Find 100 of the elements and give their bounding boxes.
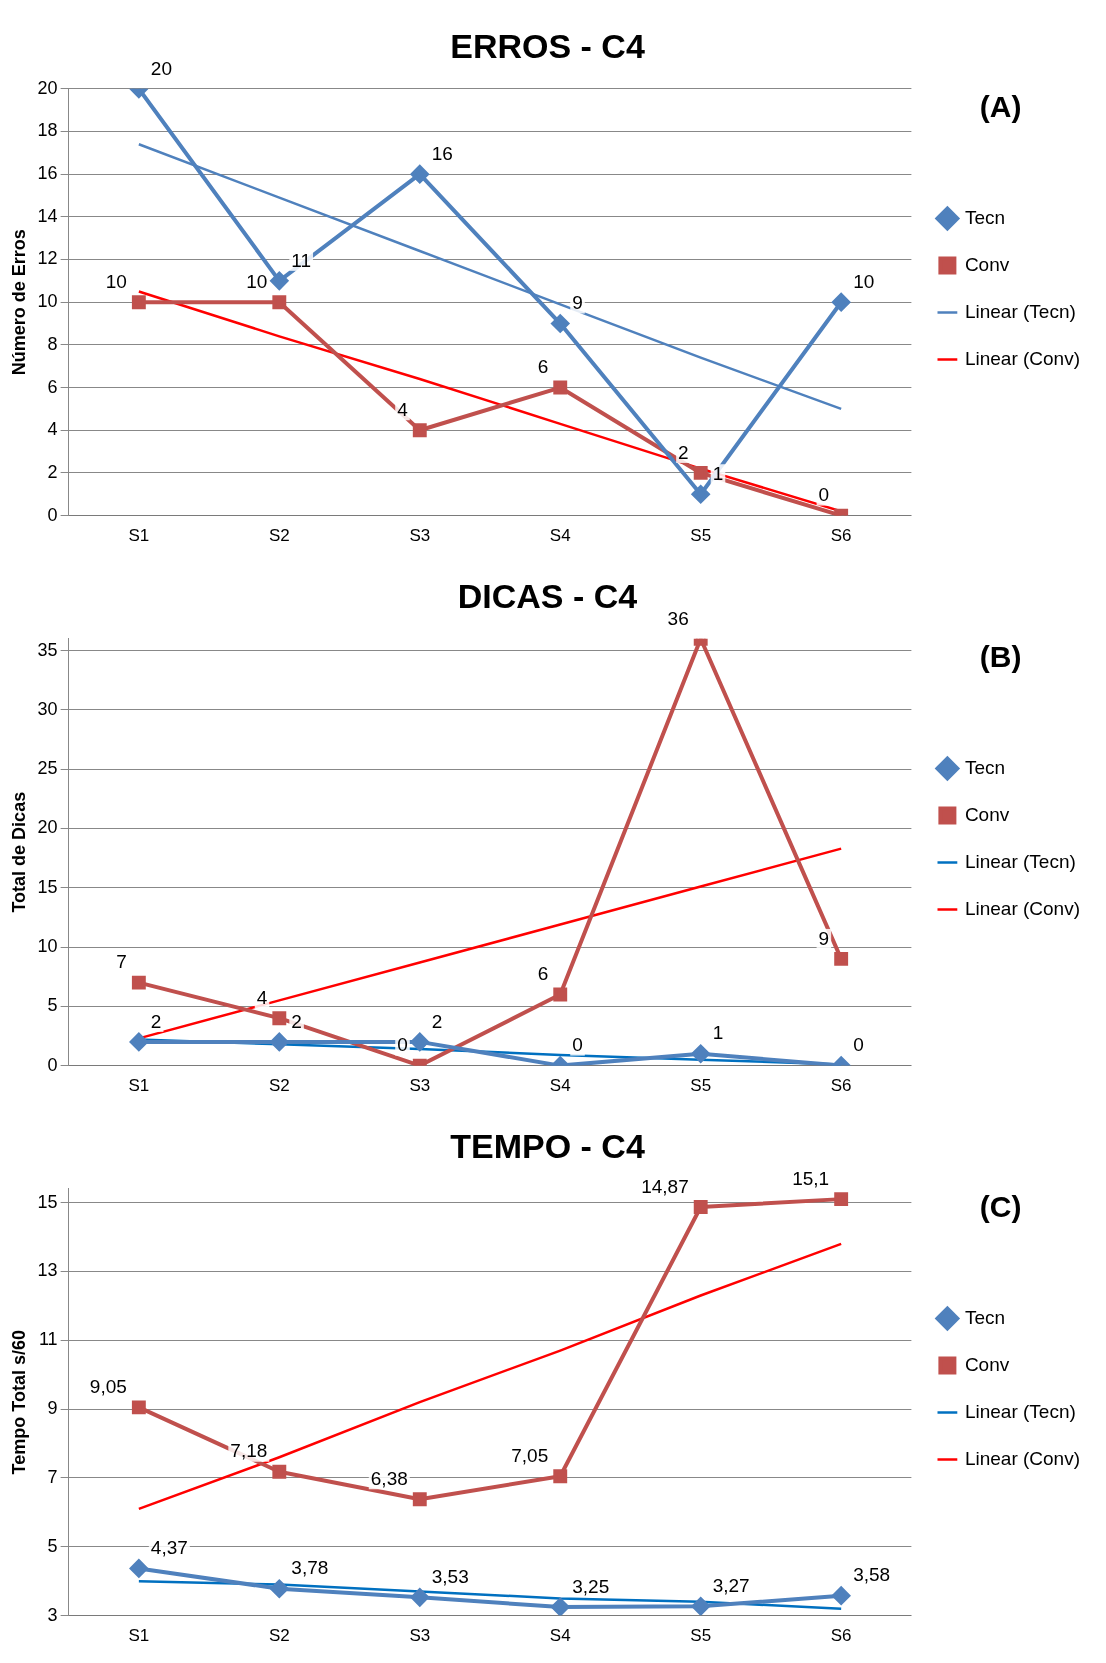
point (410, 165, 429, 184)
data-label: 4 (256, 986, 268, 1008)
data-label: 10 (246, 270, 268, 292)
data-label: 4,37 (150, 1537, 188, 1559)
data-label: 2 (431, 1010, 443, 1032)
point (129, 1032, 148, 1051)
text: (A) (979, 90, 1022, 124)
y-tick-label: 2 (47, 461, 58, 482)
x-tick-label: S4 (549, 1626, 571, 1646)
chart-title: TEMPO - C4 (450, 1126, 645, 1165)
y-tick-label: 0 (47, 1054, 58, 1075)
legend-label: Conv (964, 253, 1010, 275)
data-label: 6 (537, 356, 549, 378)
legend-label: Tecn (964, 756, 1006, 778)
point (410, 1032, 429, 1051)
data-label: 10 (105, 270, 127, 292)
x-tick-label: S6 (830, 1076, 852, 1096)
y-tick-label: 10 (37, 291, 58, 312)
x-tick-label: S1 (128, 1626, 150, 1646)
x-tick-label: S5 (690, 1626, 712, 1646)
data-label: 36 (667, 607, 689, 629)
data-label: 9 (818, 927, 830, 949)
y-axis-title: Número de Erros (8, 229, 29, 376)
y-tick-label: 13 (37, 1260, 58, 1281)
legend-label: Linear (Tecn) (964, 850, 1076, 872)
point (131, 975, 146, 990)
y-tick-label: 11 (38, 1329, 58, 1350)
y-tick-label: 35 (37, 639, 58, 660)
data-label: 3,25 (572, 1575, 610, 1597)
x-tick-label: S4 (549, 526, 571, 546)
y-tick-label: 10 (37, 936, 58, 957)
x-tick-label: S6 (830, 1626, 852, 1646)
legend-label: Conv (964, 803, 1010, 825)
y-tick-label: 4 (47, 419, 58, 440)
x-tick-label: S1 (128, 1076, 150, 1096)
point (131, 295, 146, 310)
legend-label: Linear (Tecn) (964, 1400, 1076, 1422)
data-label: 11 (291, 249, 312, 271)
x-tick-label: S5 (690, 1076, 712, 1096)
legend-label: Linear (Conv) (964, 897, 1081, 919)
data-label: 3,78 (291, 1557, 329, 1579)
data-label: 20 (150, 57, 172, 79)
point (272, 1011, 287, 1026)
point (832, 293, 851, 312)
point (131, 1400, 146, 1415)
data-label: 7 (116, 951, 127, 973)
y-tick-label: 5 (47, 995, 58, 1016)
y-tick-label: 3 (47, 1604, 58, 1625)
point (834, 1192, 849, 1207)
point (410, 1588, 429, 1607)
y-tick-label: 18 (37, 120, 58, 141)
x-tick-label: S3 (409, 1626, 431, 1646)
x-tick-label: S6 (830, 526, 852, 546)
y-tick-label: 16 (37, 163, 58, 184)
data-label: 1 (712, 462, 724, 484)
text: (B) (979, 640, 1022, 674)
data-label: 6,38 (370, 1468, 408, 1489)
point (129, 1559, 148, 1578)
text: (C) (979, 1190, 1022, 1224)
chart-title: ERROS - C4 (450, 26, 645, 65)
data-label: 4 (397, 398, 409, 420)
y-tick-label: 25 (37, 758, 58, 779)
data-label: 2 (150, 1010, 162, 1032)
point (270, 1579, 289, 1598)
data-label: 16 (431, 142, 453, 164)
data-label: 0 (853, 1034, 864, 1056)
x-tick-label: S3 (409, 526, 431, 546)
y-tick-label: 15 (37, 1191, 58, 1212)
x-tick-label: S3 (409, 1076, 431, 1096)
y-tick-label: 30 (37, 698, 58, 719)
point (272, 295, 287, 310)
legend-label: Linear (Conv) (964, 347, 1081, 369)
point (691, 1044, 710, 1063)
x-tick-label: S2 (268, 1076, 290, 1096)
legend-label: Tecn (964, 206, 1006, 228)
data-label: 2 (291, 1010, 302, 1032)
data-label: 9 (572, 292, 583, 314)
point (412, 1492, 427, 1507)
point (270, 271, 289, 290)
point (272, 1464, 287, 1479)
chart-title: DICAS - C4 (457, 576, 638, 615)
data-label: 3,58 (853, 1564, 891, 1586)
y-tick-label: 0 (47, 504, 58, 525)
data-label: 1 (712, 1022, 724, 1044)
data-label: 15,1 (792, 1167, 830, 1189)
x-tick-label: S2 (268, 1626, 290, 1646)
data-label: 14,87 (641, 1175, 689, 1197)
data-label: 7,05 (511, 1444, 549, 1466)
legend-label: Conv (964, 1353, 1010, 1375)
data-label: 0 (572, 1034, 583, 1056)
data-label: 2 (678, 441, 689, 463)
x-tick-label: S4 (549, 1076, 571, 1096)
y-axis-title: Total de Dicas (8, 791, 29, 913)
data-label: 6 (537, 963, 549, 985)
data-label: 0 (818, 484, 830, 506)
x-tick-label: S1 (128, 526, 150, 546)
legend-label: Linear (Tecn) (964, 300, 1076, 322)
y-tick-label: 15 (37, 876, 58, 897)
y-axis-title: Tempo Total s/60 (8, 1330, 29, 1475)
data-label: 9,05 (89, 1376, 127, 1398)
